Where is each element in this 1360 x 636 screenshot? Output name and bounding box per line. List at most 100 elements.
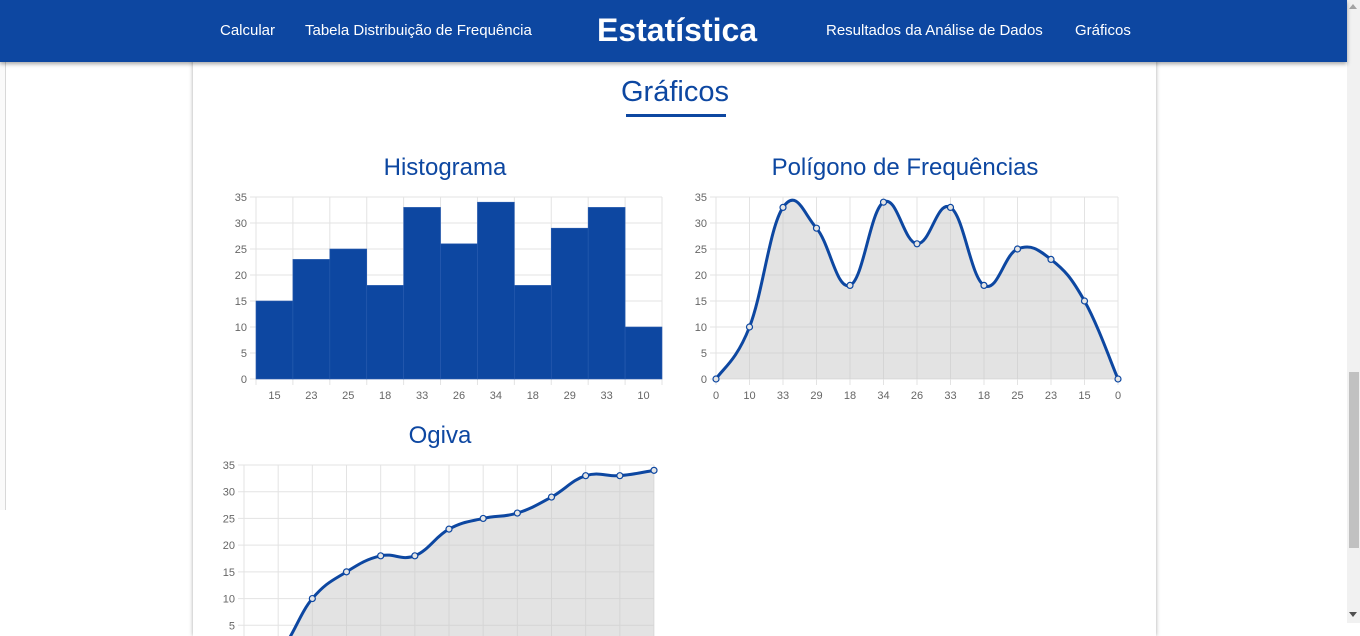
- polygon-title: Polígono de Frequências: [771, 154, 1039, 181]
- scroll-down-arrow-icon[interactable]: [1349, 612, 1357, 617]
- ogive-area-fill: [290, 470, 654, 636]
- page-left-border: [0, 0, 6, 510]
- histogram-bar: [403, 207, 441, 380]
- polygon-xtick-label: 10: [743, 390, 755, 402]
- polygon-xtick-label: 23: [1045, 390, 1057, 402]
- ogive-ytick-label: 25: [223, 513, 235, 525]
- histogram-ytick-label: 20: [235, 270, 247, 282]
- polygon-point: [712, 375, 720, 383]
- polygon-point: [1047, 255, 1055, 263]
- histogram-bar: [440, 243, 478, 380]
- ogive-point: [547, 493, 556, 501]
- ogive-point: [411, 552, 419, 560]
- histogram-ytick-label: 0: [241, 374, 247, 386]
- histogram-xtick-label: 34: [490, 390, 502, 402]
- nav-link-calcular[interactable]: Calcular: [220, 22, 276, 39]
- histogram-title: Histograma: [383, 154, 507, 181]
- nav-link-graficos[interactable]: Gráficos: [1075, 22, 1131, 39]
- ogive-ytick-label: 20: [223, 540, 235, 552]
- histogram-chart: 0 5 10 15 20 25 30 35 15 23 25 18 33 26 34 18 29 33 10: [235, 192, 663, 402]
- polygon-xtick-label: 18: [978, 390, 990, 402]
- histogram-xtick-label: 10: [637, 390, 649, 402]
- ogive-point: [582, 472, 590, 480]
- polygon-ytick-label: 15: [695, 296, 707, 308]
- ogive-ytick-label: 35: [223, 460, 235, 472]
- histogram-bar: [624, 326, 663, 380]
- polygon-point: [879, 198, 888, 206]
- ogive-chart: 5 10 15 20 25 30 35: [223, 460, 658, 636]
- polygon-ytick-label: 35: [695, 192, 707, 204]
- polygon-point: [980, 281, 988, 289]
- polygon-ytick-label: 30: [695, 218, 707, 230]
- polygon-point: [913, 240, 921, 248]
- histogram-ytick-label: 15: [235, 296, 247, 308]
- polygon-ytick-label: 0: [701, 374, 707, 386]
- section-title-underline: [626, 114, 726, 117]
- ogive-point: [377, 552, 385, 560]
- polygon-point: [946, 203, 955, 211]
- ogive-point: [342, 568, 351, 576]
- ogive-point: [479, 514, 487, 523]
- histogram-ytick-label: 10: [235, 322, 247, 334]
- histogram-xtick-label: 18: [379, 390, 391, 402]
- polygon-point: [1114, 375, 1122, 383]
- histogram-bar: [477, 201, 515, 380]
- ogive-point: [513, 509, 521, 517]
- ogive-ytick-label: 5: [229, 620, 235, 632]
- histogram-bar: [550, 227, 589, 380]
- polygon-xtick-label: 29: [810, 390, 822, 402]
- histogram-xtick-label: 29: [564, 390, 576, 402]
- histogram-ytick-label: 30: [235, 218, 247, 230]
- histogram-xtick-label: 15: [268, 390, 280, 402]
- scroll-up-arrow-icon[interactable]: [1349, 4, 1357, 9]
- polygon-ytick-label: 25: [695, 244, 707, 256]
- polygon-point: [846, 281, 854, 289]
- nav-link-tabela[interactable]: Tabela Distribuição de Frequência: [305, 22, 532, 39]
- scrollbar-thumb[interactable]: [1349, 372, 1359, 548]
- ogive-ytick-label: 15: [223, 567, 235, 579]
- ogive-point: [650, 466, 658, 474]
- histogram-bar: [587, 207, 626, 380]
- polygon-point: [1080, 297, 1089, 305]
- polygon-xtick-label: 18: [844, 390, 856, 402]
- ogive-point: [445, 525, 453, 533]
- polygon-xtick-label: 34: [877, 390, 889, 402]
- ogive-point: [308, 594, 316, 603]
- ogive-point: [616, 472, 624, 480]
- section-title: Gráficos: [621, 76, 729, 108]
- frequency-polygon-chart: 0 5 10 15 20 25 30 35 0 10 33 29 18 34 26 33 18 25 23 15 0: [695, 192, 1122, 402]
- ogive-ytick-label: 30: [223, 487, 235, 499]
- polygon-point: [779, 203, 787, 211]
- histogram-bar: [255, 300, 294, 380]
- polygon-ytick-label: 20: [695, 270, 707, 282]
- histogram-xtick-label: 18: [527, 390, 539, 402]
- brand-title[interactable]: Estatística: [597, 12, 758, 48]
- polygon-ytick-label: 5: [701, 348, 707, 360]
- histogram-ytick-label: 25: [235, 244, 247, 256]
- nav-link-resultados[interactable]: Resultados da Análise de Dados: [826, 22, 1043, 39]
- histogram-xtick-label: 33: [601, 390, 613, 402]
- polygon-xtick-label: 15: [1078, 390, 1090, 402]
- polygon-xtick-label: 26: [911, 390, 923, 402]
- ogive-title: Ogiva: [408, 422, 472, 449]
- histogram-xtick-label: 26: [453, 390, 465, 402]
- polygon-area-fill: [716, 200, 1118, 379]
- polygon-xtick-label: 33: [944, 390, 956, 402]
- polygon-ytick-label: 10: [695, 322, 707, 334]
- polygon-xtick-label: 25: [1011, 390, 1023, 402]
- ogive-ytick-label: 10: [223, 594, 235, 606]
- histogram-xtick-label: 33: [416, 390, 428, 402]
- polygon-point: [812, 224, 821, 232]
- histogram-bar: [514, 285, 552, 380]
- polygon-xtick-label: 33: [777, 390, 789, 402]
- navbar: Calcular Tabela Distribuição de Frequênc…: [0, 0, 1347, 62]
- polygon-point: [1013, 245, 1022, 253]
- histogram-ytick-label: 5: [241, 348, 247, 360]
- polygon-point: [745, 323, 754, 331]
- histogram-bar: [329, 248, 368, 380]
- polygon-xtick-label: 0: [1115, 390, 1121, 402]
- histogram-ytick-label: 35: [235, 192, 247, 204]
- histogram-xtick-label: 23: [305, 390, 317, 402]
- histogram-xtick-label: 25: [342, 390, 354, 402]
- polygon-xtick-label: 0: [713, 390, 719, 402]
